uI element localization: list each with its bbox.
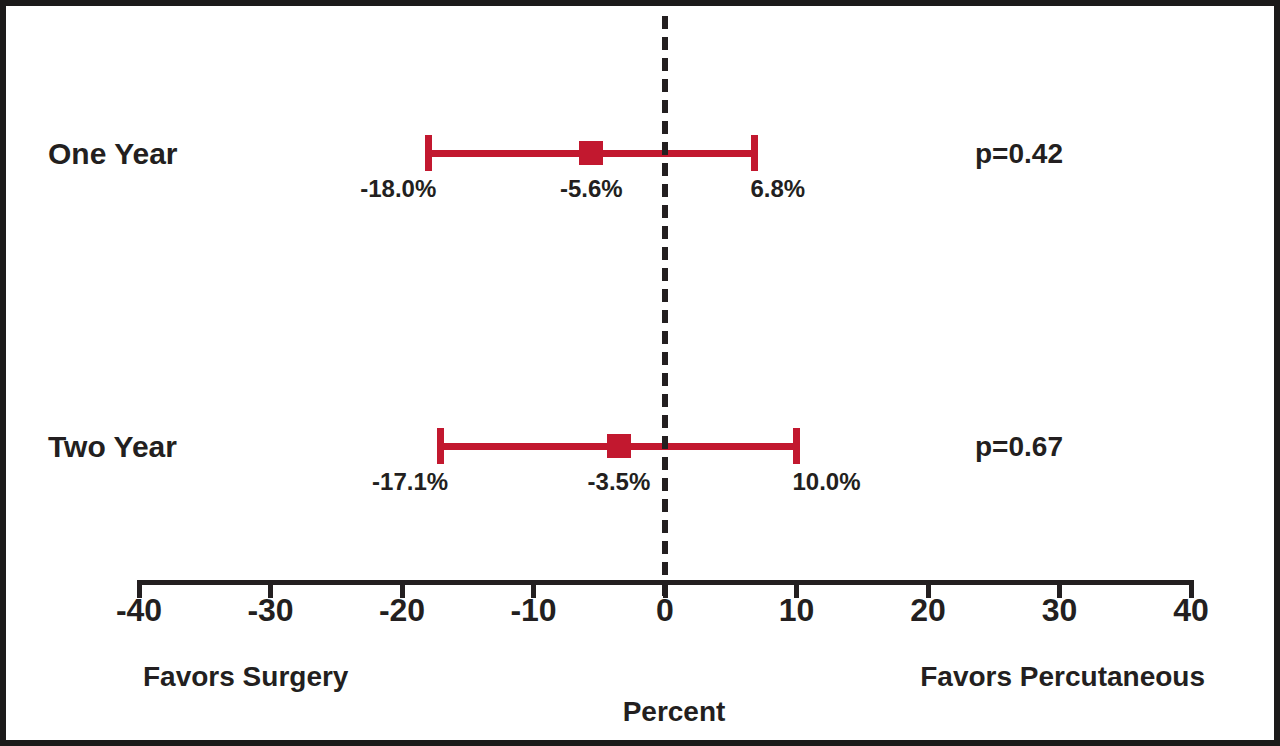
axis-tick-label: 0: [605, 594, 725, 626]
row-label: Two Year: [48, 432, 177, 462]
favors-percutaneous-label: Favors Percutaneous: [920, 663, 1205, 691]
axis-tick-label: -40: [79, 594, 199, 626]
lower-ci-label: -18.0%: [306, 177, 436, 201]
upper-ci-label: 10.0%: [793, 470, 861, 494]
plot-border: [0, 0, 1280, 746]
axis-tick-label: 30: [1000, 594, 1120, 626]
axis-tick-label: -10: [474, 594, 594, 626]
error-bar-lower-cap: [437, 428, 444, 464]
axis-tick-label: -20: [342, 594, 462, 626]
forest-plot: One Year -18.0% -5.6% 6.8% p=0.42 Two Year -17…: [0, 0, 1280, 746]
axis-tick-label: -30: [211, 594, 331, 626]
p-value-label: p=0.67: [975, 433, 1063, 461]
x-axis-title: Percent: [623, 698, 726, 726]
estimate-label: -5.6%: [526, 177, 656, 201]
error-bar-lower-cap: [425, 135, 432, 171]
point-estimate-marker: [607, 434, 631, 458]
zero-reference-line: [662, 16, 668, 597]
lower-ci-label: -17.1%: [318, 470, 448, 494]
axis-tick-label: 10: [737, 594, 857, 626]
point-estimate-marker: [579, 141, 603, 165]
favors-surgery-label: Favors Surgery: [143, 663, 348, 691]
p-value-label: p=0.42: [975, 140, 1063, 168]
error-bar-upper-cap: [751, 135, 758, 171]
axis-tick-label: 40: [1131, 594, 1251, 626]
error-bar-upper-cap: [793, 428, 800, 464]
upper-ci-label: 6.8%: [750, 177, 805, 201]
axis-tick-label: 20: [868, 594, 988, 626]
row-label: One Year: [48, 139, 178, 169]
